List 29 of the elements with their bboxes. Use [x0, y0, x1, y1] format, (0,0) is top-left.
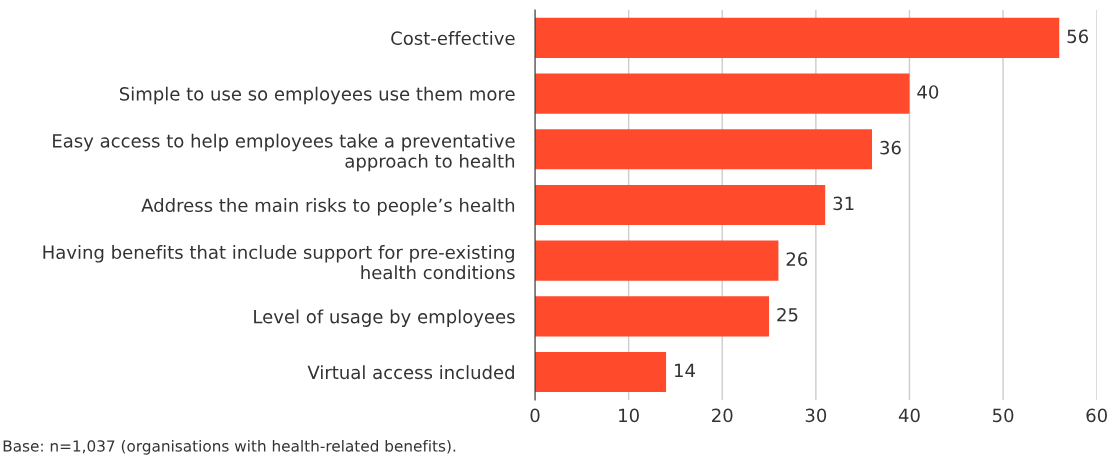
data-label: 31	[833, 196, 854, 211]
bar	[535, 184, 826, 226]
y-tick-label: Cost-effective	[391, 31, 515, 46]
x-tick-label: 50	[992, 408, 1014, 423]
y-tick-label: Virtual access included	[307, 365, 514, 380]
bar	[535, 351, 667, 393]
data-label: 14	[675, 363, 695, 378]
data-label: 40	[917, 85, 939, 99]
y-tick-label: Having benefits that include support for pre-existing health conditions	[43, 245, 515, 280]
text: Base: n=1,037 (organisations with health-related benefits).	[3, 439, 456, 455]
x-tick-label: 40	[898, 408, 920, 423]
x-tick-label: 20	[712, 408, 733, 423]
y-tick-label: Level of usage by employees	[254, 309, 515, 327]
y-tick-label: Simple to use so employees use them more	[119, 86, 515, 105]
data-label: 25	[777, 307, 798, 322]
x-tick-label: 60	[1086, 408, 1107, 423]
x-tick-label: 10	[619, 408, 639, 423]
bar	[535, 73, 910, 114]
bar	[535, 296, 770, 337]
data-label: 36	[880, 140, 901, 155]
data-label: 56	[1067, 29, 1089, 44]
bar	[535, 129, 873, 170]
y-tick-label: Easy access to help employees take a preventative approach to health	[53, 133, 515, 172]
x-tick-label: 0	[530, 408, 540, 423]
y-tick-label: Address the main risks to people’s health	[141, 198, 515, 216]
bar	[535, 240, 779, 281]
x-tick-label: 30	[805, 408, 827, 423]
bar	[535, 17, 1060, 58]
data-label: 26	[786, 252, 808, 266]
